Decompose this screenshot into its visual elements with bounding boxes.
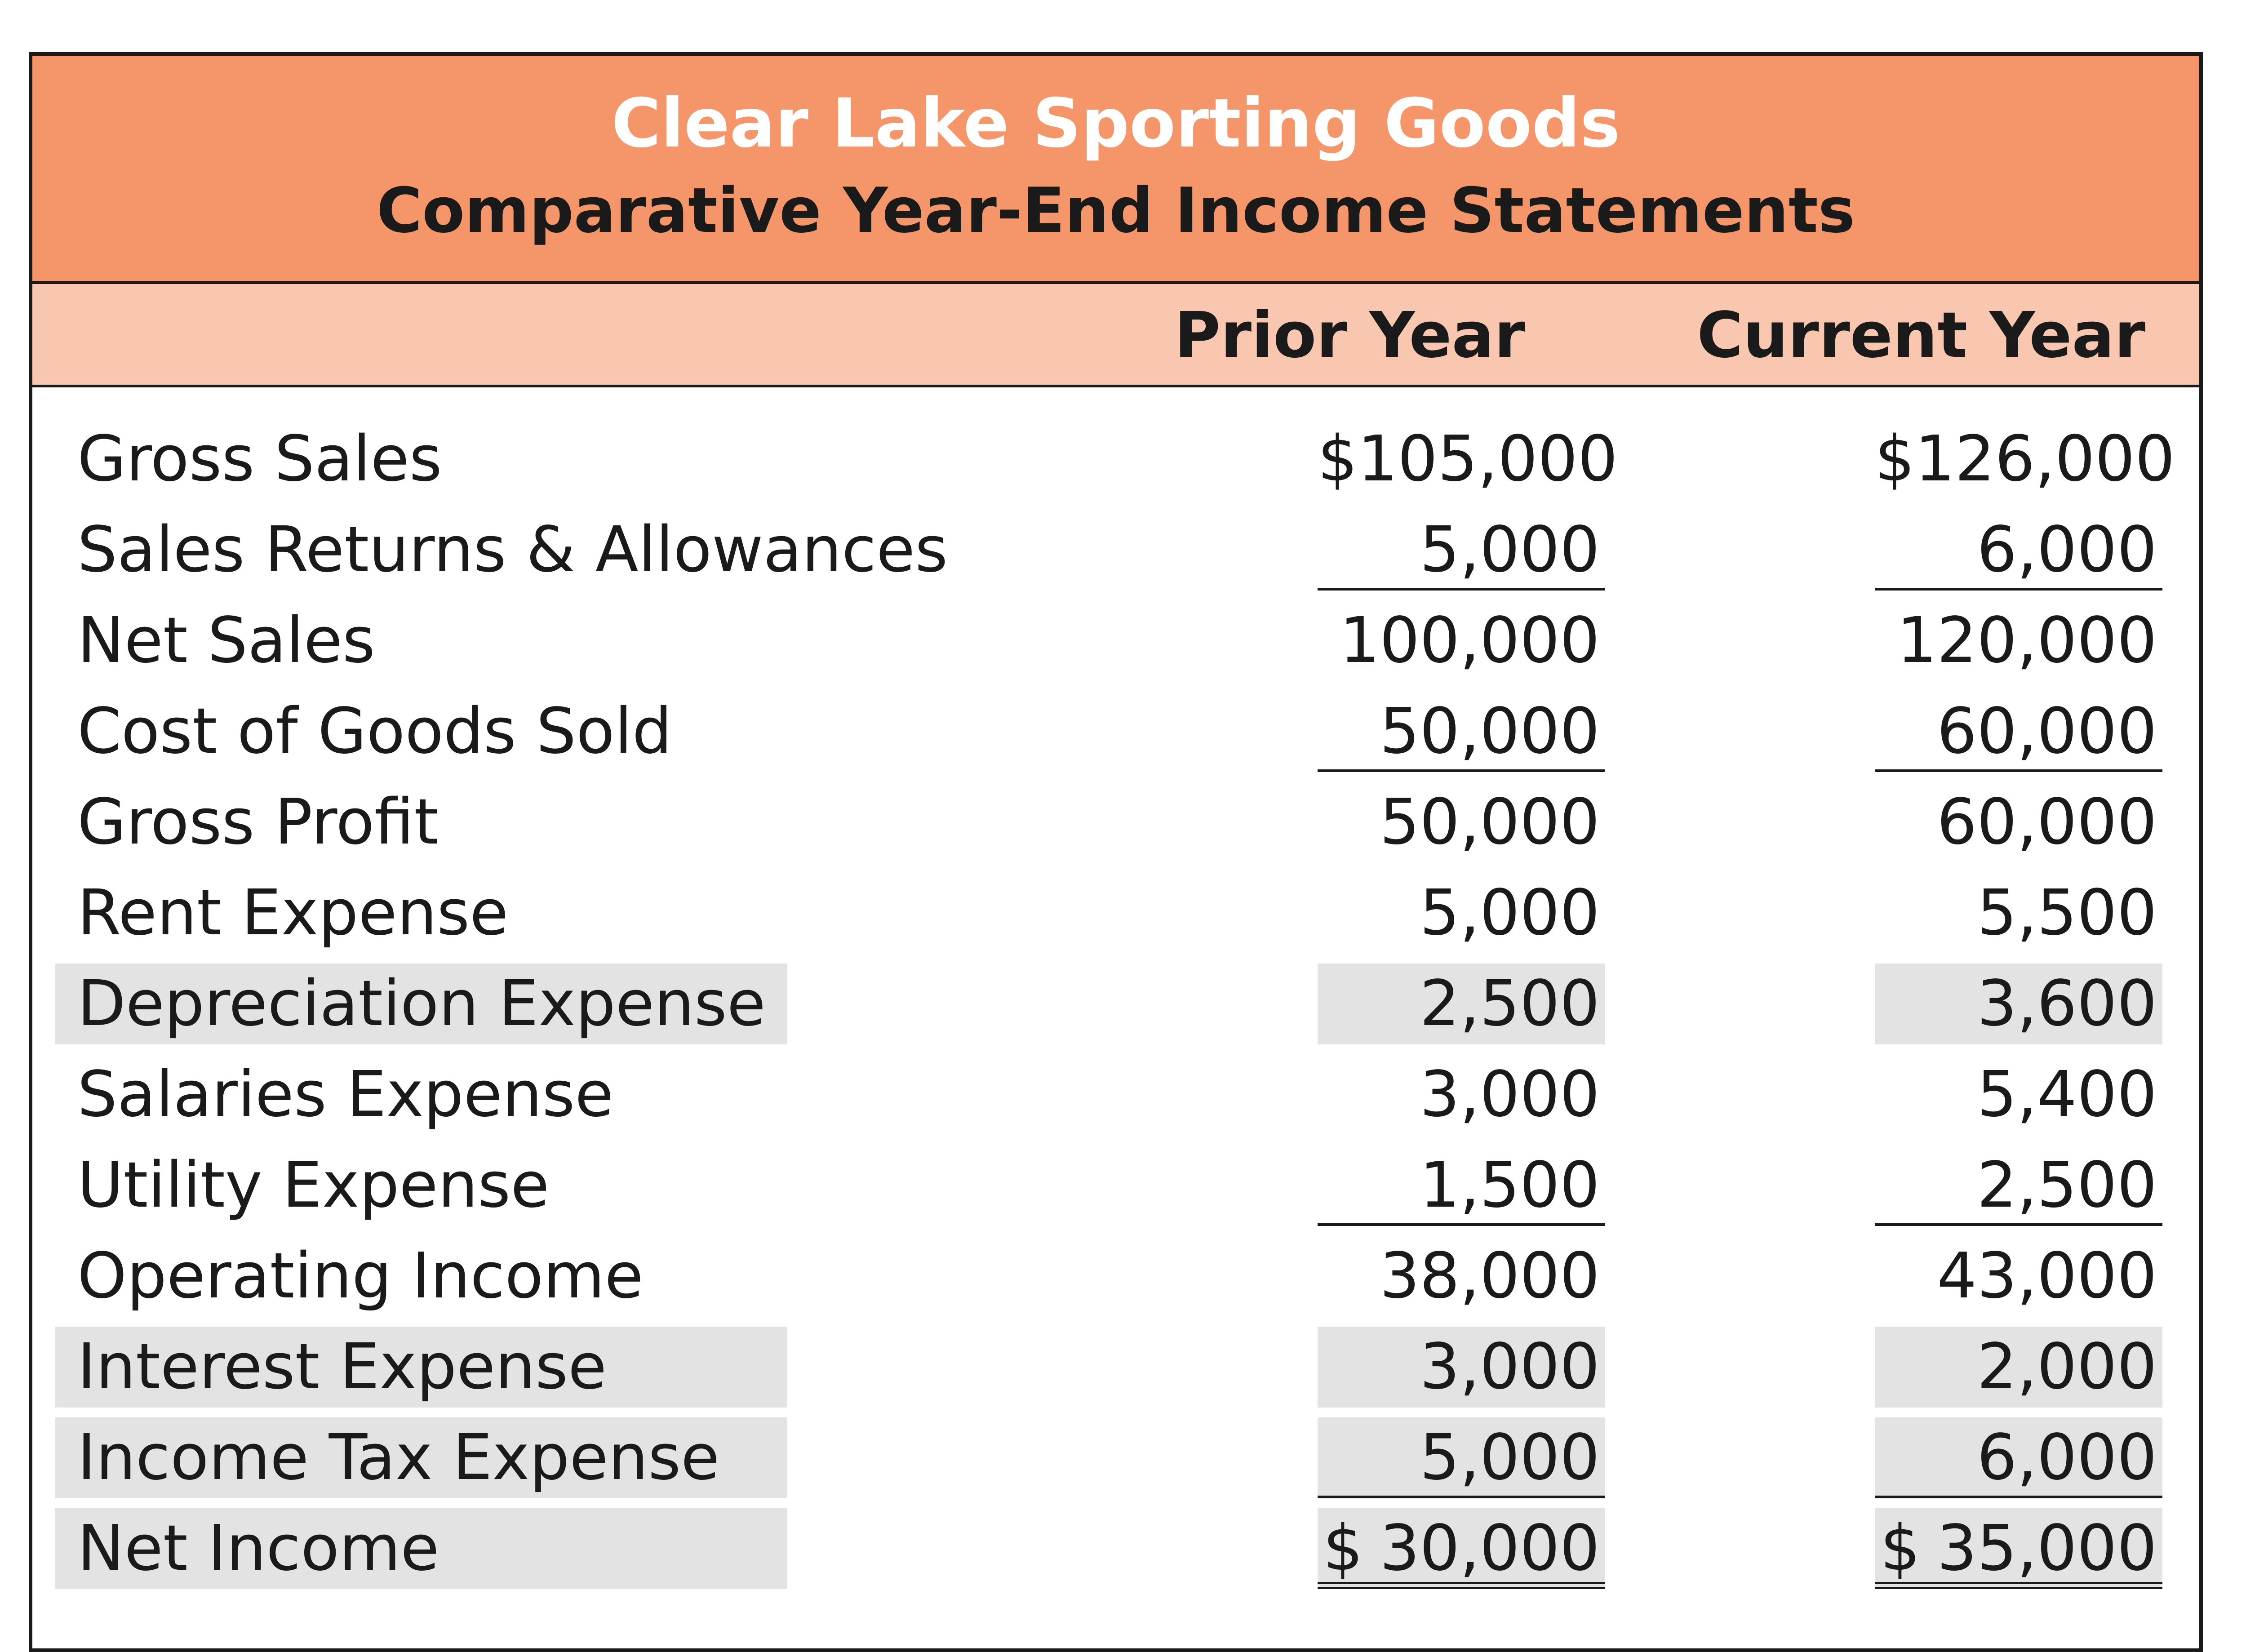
current-year-amount: 5,400 [1977, 1058, 2157, 1131]
row-label: Rent Expense [77, 876, 509, 950]
table-row: Income Tax Expense 5,000 6,000 [32, 1417, 2199, 1508]
row-label: Salaries Expense [77, 1058, 614, 1131]
prior-year-amount: $105,000 [1318, 422, 1618, 496]
row-label: Net Sales [77, 604, 375, 677]
title-band: Clear Lake Sporting Goods Comparative Ye… [32, 56, 2199, 284]
row-label: Utility Expense [77, 1149, 550, 1222]
table-row: Net Income $ 30,000 $ 35,000 [32, 1508, 2199, 1599]
table-row: Depreciation Expense 2,500 3,600 [32, 964, 2199, 1054]
company-name: Clear Lake Sporting Goods [611, 84, 1620, 163]
currency-symbol: $ [1323, 1512, 1363, 1585]
current-year-amount: 5,500 [1977, 876, 2157, 950]
statement-title: Comparative Year-End Income Statements [377, 174, 1855, 247]
row-label: Depreciation Expense [55, 964, 787, 1044]
table-row: Interest Expense 3,000 2,000 [32, 1327, 2199, 1417]
current-year-amount: 43,000 [1937, 1239, 2157, 1313]
prior-year-amount: 3,000 [1318, 1327, 1605, 1408]
table-row: Operating Income 38,000 43,000 [32, 1236, 2199, 1327]
prior-year-amount: 5,000 [1420, 876, 1600, 950]
row-label: Gross Sales [77, 422, 442, 496]
currency-symbol: $ [1880, 1512, 1921, 1585]
current-year-amount: $126,000 [1875, 422, 2175, 496]
current-year-amount: 60,000 [1875, 691, 2162, 772]
prior-year-amount: 50,000 [1318, 691, 1605, 772]
row-label: Net Income [55, 1508, 787, 1589]
amount-value: 35,000 [1937, 1512, 2157, 1585]
table-row: Utility Expense 1,500 2,500 [32, 1145, 2199, 1236]
current-year-amount: 2,000 [1875, 1327, 2162, 1408]
prior-year-amount: 50,000 [1380, 786, 1600, 859]
row-label: Gross Profit [77, 786, 439, 859]
prior-year-amount: 100,000 [1340, 604, 1600, 677]
table-row: Net Sales 100,000 120,000 [32, 600, 2199, 691]
table-row: Rent Expense 5,000 5,500 [32, 873, 2199, 964]
row-label: Operating Income [77, 1239, 644, 1313]
table-row: Salaries Expense 3,000 5,400 [32, 1054, 2199, 1145]
prior-year-amount: 3,000 [1420, 1058, 1600, 1131]
table-row: Sales Returns & Allowances 5,000 6,000 [32, 510, 2199, 600]
row-label: Interest Expense [55, 1327, 787, 1408]
current-year-amount: 2,500 [1875, 1145, 2162, 1226]
prior-year-amount: 38,000 [1380, 1239, 1600, 1313]
table-row: Gross Sales $105,000 $126,000 [32, 419, 2199, 510]
current-year-amount: 6,000 [1875, 510, 2162, 591]
prior-year-amount: 5,000 [1318, 510, 1605, 591]
current-year-amount: 120,000 [1897, 604, 2157, 677]
prior-year-amount: $ 30,000 [1318, 1508, 1605, 1589]
table-row: Cost of Goods Sold 50,000 60,000 [32, 691, 2199, 782]
row-label: Income Tax Expense [55, 1417, 787, 1498]
column-header-prior-year: Prior Year [1174, 299, 1525, 372]
current-year-amount: $ 35,000 [1875, 1508, 2162, 1589]
column-header-current-year: Current Year [1697, 299, 2145, 372]
table-row: Gross Profit 50,000 60,000 [32, 782, 2199, 873]
column-header-band: Prior Year Current Year [32, 284, 2199, 387]
prior-year-amount: 5,000 [1318, 1417, 1605, 1498]
prior-year-amount: 1,500 [1318, 1145, 1605, 1226]
row-label: Sales Returns & Allowances [77, 513, 948, 586]
current-year-amount: 6,000 [1875, 1417, 2162, 1498]
amount-value: 30,000 [1380, 1512, 1600, 1585]
prior-year-amount: 2,500 [1318, 964, 1605, 1044]
income-statement-table: Clear Lake Sporting Goods Comparative Ye… [29, 52, 2203, 1652]
row-label: Cost of Goods Sold [77, 695, 672, 768]
current-year-amount: 60,000 [1937, 786, 2157, 859]
current-year-amount: 3,600 [1875, 964, 2162, 1044]
